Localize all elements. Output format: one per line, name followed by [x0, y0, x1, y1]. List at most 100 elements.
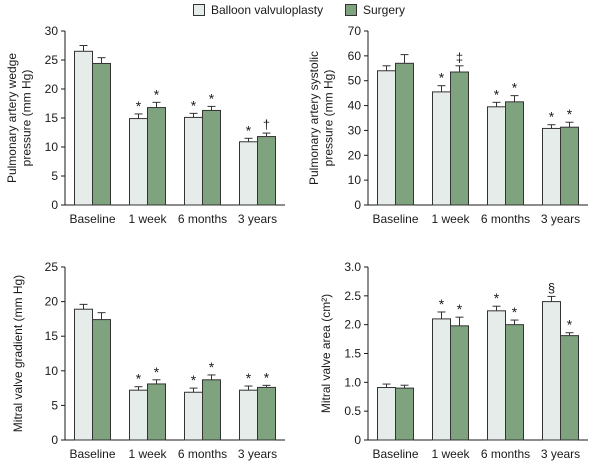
bar-balloon — [487, 310, 506, 441]
significance-mark: * — [136, 98, 142, 114]
y-tick-label: 2.5 — [344, 289, 361, 303]
x-tick-label: 3 years — [541, 212, 580, 226]
bar-surgery — [560, 335, 579, 441]
bar-surgery — [92, 62, 111, 206]
chart-legend: Balloon valvuloplasty Surgery — [0, 0, 591, 22]
y-tick-label: 5 — [51, 169, 58, 183]
x-tick-label: 1 week — [431, 212, 470, 226]
x-tick-label: 1 week — [128, 212, 167, 226]
significance-mark: * — [154, 364, 160, 380]
legend-swatch-balloon — [193, 4, 205, 16]
y-tick-label: 0 — [354, 198, 361, 212]
significance-mark: * — [439, 296, 445, 312]
y-tick-label: 3.0 — [344, 260, 361, 274]
significance-mark: ‡ — [456, 50, 463, 65]
x-tick-label: 1 week — [128, 447, 167, 461]
bar-balloon — [432, 91, 451, 206]
significance-mark: * — [264, 369, 270, 385]
significance-mark: § — [548, 280, 555, 295]
y-tick-label: 40 — [348, 99, 362, 113]
y-tick-label: 50 — [348, 74, 362, 88]
significance-mark: * — [191, 372, 197, 388]
significance-mark: * — [209, 359, 215, 375]
y-tick-label: 10 — [45, 140, 59, 154]
significance-mark: † — [263, 117, 270, 132]
bar-surgery — [92, 319, 111, 441]
bar-surgery — [257, 386, 276, 441]
significance-mark: * — [549, 109, 555, 125]
y-tick-label: 5 — [51, 398, 58, 412]
bar-balloon — [377, 70, 396, 206]
y-tick-label: 15 — [45, 111, 59, 125]
x-tick-label: 3 years — [238, 212, 277, 226]
x-tick-label: Baseline — [372, 447, 418, 461]
y-tick-label: 1.0 — [344, 375, 361, 389]
bar-surgery — [450, 325, 469, 441]
bar-balloon — [184, 391, 203, 441]
y-tick-label: 1.5 — [344, 347, 361, 361]
y-tick-label: 2.0 — [344, 318, 361, 332]
bar-balloon — [74, 308, 93, 441]
x-tick-label: Baseline — [69, 447, 115, 461]
y-axis-label: Mitral valve area (cm²) — [319, 294, 333, 413]
significance-mark: * — [154, 86, 160, 102]
significance-mark: * — [246, 122, 252, 138]
y-tick-label: 30 — [348, 123, 362, 137]
bar-balloon — [542, 301, 561, 441]
y-tick-label: 30 — [45, 24, 59, 38]
bar-balloon — [239, 141, 258, 206]
y-tick-label: 10 — [45, 364, 59, 378]
bar-surgery — [450, 71, 469, 206]
x-tick-label: 6 months — [178, 212, 227, 226]
x-tick-label: 6 months — [481, 212, 530, 226]
bar-balloon — [432, 318, 451, 441]
bar-surgery — [147, 107, 166, 206]
bar-surgery — [202, 379, 221, 441]
y-tick-label: 25 — [45, 260, 59, 274]
x-tick-label: Baseline — [372, 212, 418, 226]
significance-mark: * — [512, 80, 518, 96]
bar-balloon — [542, 127, 561, 206]
y-tick-label: 10 — [348, 173, 362, 187]
bar-balloon — [74, 50, 93, 206]
legend-label-surgery: Surgery — [363, 3, 406, 17]
x-tick-label: 1 week — [431, 447, 470, 461]
bar-surgery — [560, 126, 579, 206]
y-axis-label: Pulmonary artery systolicpressure (mm Hg… — [307, 51, 335, 185]
bar-surgery — [505, 101, 524, 206]
significance-mark: * — [136, 371, 142, 387]
significance-mark: * — [191, 97, 197, 113]
significance-mark: * — [246, 370, 252, 386]
y-tick-label: 70 — [348, 24, 362, 38]
legend-swatch-surgery — [345, 4, 357, 16]
bar-surgery — [505, 324, 524, 441]
significance-mark: * — [457, 301, 463, 317]
significance-mark: * — [494, 290, 500, 306]
bar-balloon — [184, 116, 203, 206]
significance-mark: * — [439, 70, 445, 86]
bar-balloon — [377, 387, 396, 441]
bar-balloon — [487, 106, 506, 206]
bar-surgery — [202, 109, 221, 206]
bar-balloon — [239, 389, 258, 441]
significance-mark: * — [567, 106, 573, 122]
bar-surgery — [147, 383, 166, 441]
significance-mark: * — [209, 90, 215, 106]
bar-balloon — [129, 118, 148, 206]
bar-surgery — [257, 136, 276, 206]
y-tick-label: 0 — [51, 433, 58, 447]
y-tick-label: 0.5 — [344, 404, 361, 418]
x-tick-label: 3 years — [541, 447, 580, 461]
y-tick-label: 20 — [45, 295, 59, 309]
y-tick-label: 25 — [45, 53, 59, 67]
y-axis-label: Mitral valve gradient (mm Hg) — [11, 275, 25, 432]
significance-mark: * — [567, 317, 573, 333]
bar-surgery — [395, 387, 414, 441]
y-axis-label: Pulmonary artery wedgepressure (mm Hg) — [5, 53, 33, 183]
y-tick-label: 20 — [45, 82, 59, 96]
x-tick-label: 6 months — [481, 447, 530, 461]
y-tick-label: 0 — [354, 433, 361, 447]
legend-label-balloon: Balloon valvuloplasty — [211, 3, 324, 17]
bar-surgery — [395, 62, 414, 206]
